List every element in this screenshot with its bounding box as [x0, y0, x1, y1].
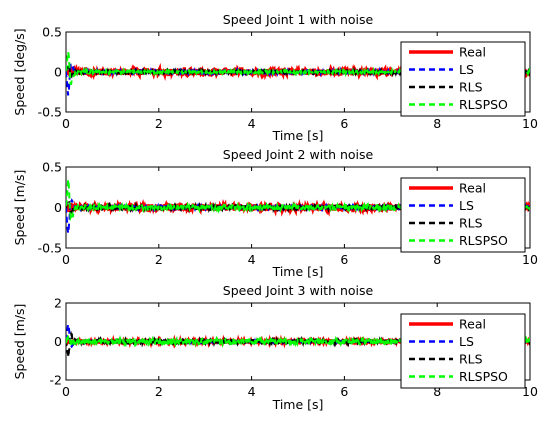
x-tick-label: 6 — [340, 252, 348, 267]
y-tick-label: -0.5 — [38, 105, 62, 120]
legend-label: RLSPSO — [459, 233, 508, 248]
x-tick-label: 2 — [155, 384, 163, 399]
y-axis-label: Speed [deg/s] — [12, 28, 27, 115]
x-tick-label: 2 — [155, 116, 163, 131]
y-tick-label: 0 — [54, 65, 62, 80]
x-tick-label: 6 — [340, 116, 348, 131]
legend-label: RLSPSO — [459, 369, 508, 384]
legend: Real LS RLS RLSPSO — [400, 177, 526, 253]
chart-title: Speed Joint 2 with noise — [223, 147, 374, 162]
x-tick-label: 10 — [522, 384, 538, 399]
series-line-rlspso — [66, 179, 530, 222]
legend: Real LS RLS RLSPSO — [400, 41, 526, 117]
legend: Real LS RLS RLSPSO — [400, 313, 526, 389]
legend-label: Real — [459, 181, 486, 196]
y-tick-label: -0.5 — [38, 241, 62, 256]
legend-label: LS — [459, 62, 474, 77]
chart-title: Speed Joint 3 with noise — [223, 283, 374, 298]
x-tick-label: 4 — [248, 252, 256, 267]
legend-label: RLS — [459, 216, 483, 231]
legend-label: LS — [459, 334, 474, 349]
x-axis-label: Time [s] — [272, 397, 324, 412]
x-tick-label: 0 — [62, 116, 70, 131]
legend-label: Real — [459, 317, 486, 332]
chart-title: Speed Joint 1 with noise — [223, 12, 374, 27]
y-tick-label: 0.5 — [42, 25, 62, 40]
legend-label: RLS — [459, 352, 483, 367]
legend-label: LS — [459, 198, 474, 213]
y-tick-label: -2 — [50, 373, 62, 388]
x-axis-label: Time [s] — [272, 128, 324, 143]
y-tick-label: 2 — [54, 296, 62, 311]
x-tick-label: 2 — [155, 252, 163, 267]
y-tick-label: 0 — [54, 334, 62, 349]
x-tick-label: 4 — [248, 384, 256, 399]
x-tick-label: 10 — [522, 116, 538, 131]
y-axis-label: Speed [m/s] — [12, 170, 27, 246]
x-tick-label: 0 — [62, 384, 70, 399]
legend-label: RLSPSO — [459, 97, 508, 112]
x-tick-label: 10 — [522, 252, 538, 267]
y-tick-label: 0 — [54, 200, 62, 215]
x-tick-label: 8 — [433, 384, 441, 399]
legend-label: RLS — [459, 80, 483, 95]
y-axis-label: Speed [m/s] — [12, 304, 27, 380]
x-tick-label: 8 — [433, 252, 441, 267]
x-tick-label: 8 — [433, 116, 441, 131]
legend-label: Real — [459, 45, 486, 60]
y-tick-label: 0.5 — [42, 160, 62, 175]
x-axis-label: Time [s] — [272, 264, 324, 279]
x-tick-label: 0 — [62, 252, 70, 267]
x-tick-label: 6 — [340, 384, 348, 399]
x-tick-label: 4 — [248, 116, 256, 131]
